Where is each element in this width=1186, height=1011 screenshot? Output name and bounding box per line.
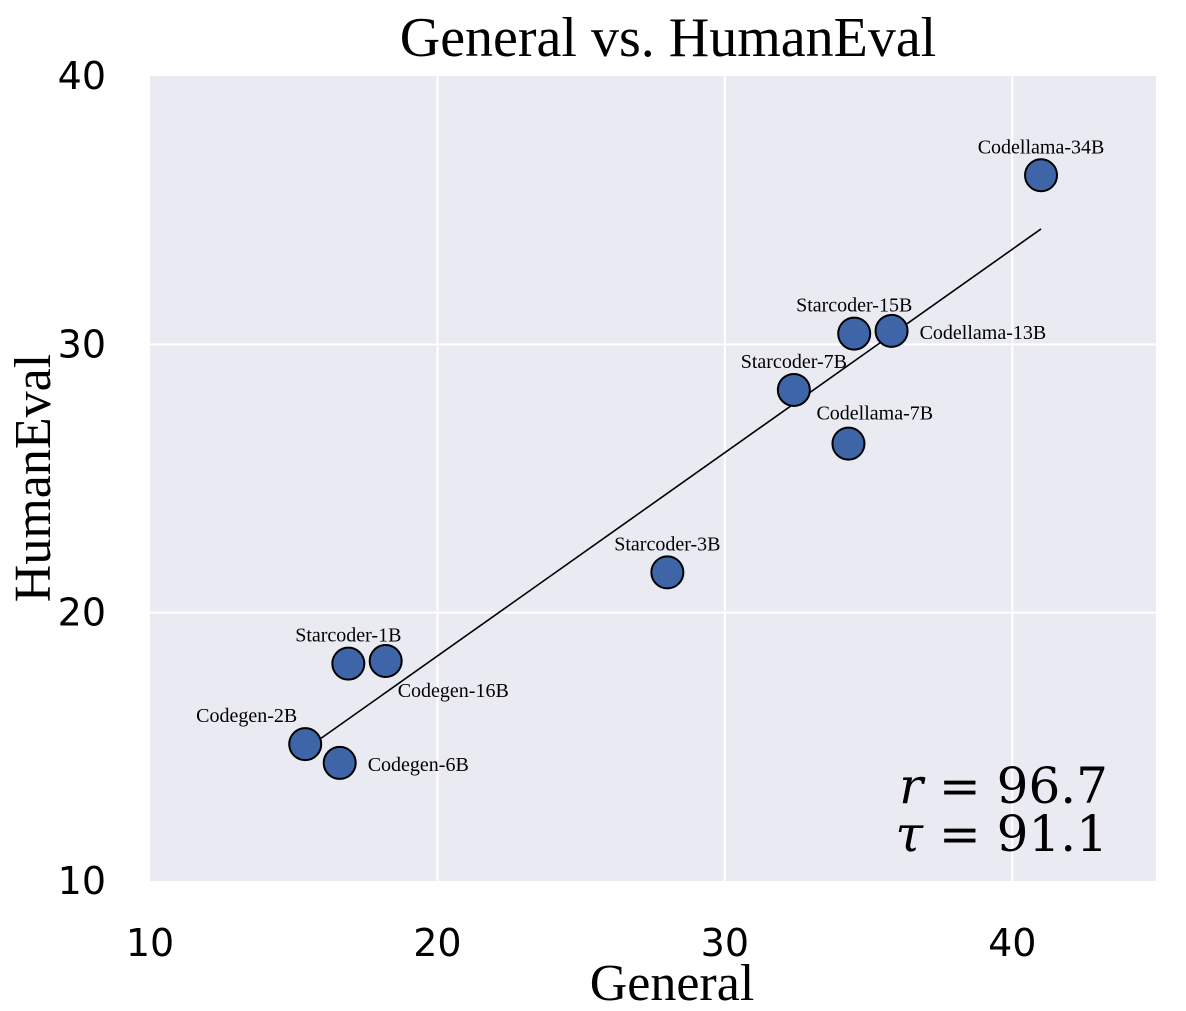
- x-axis-label: General: [590, 955, 755, 1011]
- data-point-codellama-7b: [831, 426, 866, 461]
- x-tick-label-30: 30: [701, 921, 749, 965]
- points-group: [288, 158, 1059, 780]
- point-label-codegen-6b: Codegen-6B: [368, 754, 469, 776]
- point-label-codellama-13b: Codellama-13B: [920, 322, 1047, 344]
- fit-line-group: [304, 228, 1042, 751]
- x-tick-label-20: 20: [413, 921, 461, 965]
- data-point-codegen-16b: [368, 643, 403, 678]
- point-label-starcoder-15b: Starcoder-15B: [796, 295, 912, 317]
- data-point-codellama-34b: [1024, 158, 1059, 193]
- point-label-codegen-2b: Codegen-2B: [196, 705, 297, 727]
- data-point-codegen-2b: [288, 727, 323, 762]
- pearson-r-symbol: r: [899, 757, 926, 815]
- point-labels-group: Codellama-34B Starcoder-15B Codellama-13B S…: [196, 136, 1104, 776]
- y-tick-label-40: 40: [58, 54, 106, 98]
- x-tick-label-40: 40: [988, 921, 1036, 965]
- y-tick-label-20: 20: [58, 591, 106, 635]
- pearson-r-value: = 96.7: [923, 757, 1108, 815]
- fit-line: [304, 228, 1042, 751]
- y-tick-label-10: 10: [58, 859, 106, 903]
- point-label-codegen-16b: Codegen-16B: [398, 680, 509, 702]
- point-label-starcoder-7b: Starcoder-7B: [741, 351, 847, 373]
- data-point-starcoder-15b: [837, 316, 872, 351]
- pearson-r-annotation: r = 96.7: [899, 757, 1108, 815]
- data-point-codellama-13b: [874, 313, 909, 348]
- y-tick-labels: 10 20 30 40: [58, 54, 106, 903]
- point-label-codellama-34b: Codellama-34B: [978, 136, 1105, 158]
- kendall-tau-annotation: τ = 91.1: [895, 805, 1108, 863]
- point-label-starcoder-3b: Starcoder-3B: [614, 533, 720, 555]
- y-tick-label-30: 30: [58, 322, 106, 366]
- y-axis-label: HumanEval: [5, 354, 62, 602]
- data-point-codegen-6b: [322, 745, 357, 780]
- chart-title: General vs. HumanEval: [400, 7, 936, 69]
- data-point-starcoder-3b: [650, 555, 685, 590]
- x-tick-label-10: 10: [126, 921, 174, 965]
- data-point-starcoder-1b: [331, 646, 366, 681]
- point-label-codellama-7b: Codellama-7B: [816, 403, 933, 425]
- kendall-tau-value: = 91.1: [923, 805, 1108, 863]
- correlation-stats: r = 96.7 τ = 91.1: [895, 757, 1108, 863]
- point-label-starcoder-1b: Starcoder-1B: [295, 625, 401, 647]
- data-point-starcoder-7b: [776, 372, 811, 407]
- x-tick-labels: 10 20 30 40: [126, 921, 1037, 965]
- kendall-tau-symbol: τ: [895, 805, 924, 863]
- grid-lines: [150, 76, 1156, 881]
